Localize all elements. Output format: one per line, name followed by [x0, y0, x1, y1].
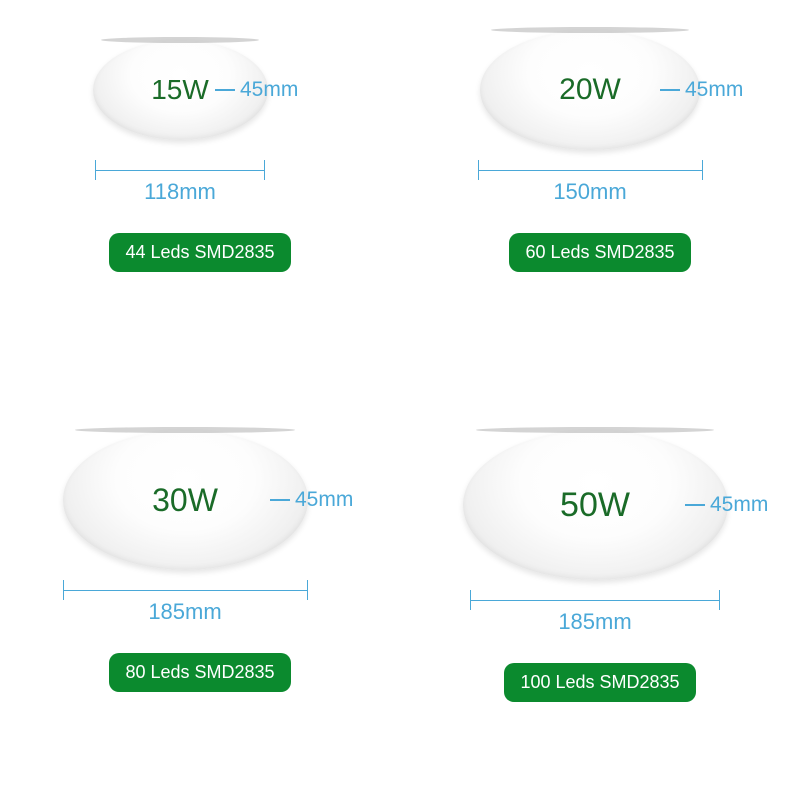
height-dimension: 45mm [695, 450, 768, 560]
width-dimension: 185mm [63, 590, 308, 625]
led-label: 80 Leds SMD2835 [125, 662, 274, 682]
dim-line-horizontal [95, 170, 265, 171]
product-cell-15w: 15W 45mm 118mm 44 Leds SMD2835 [0, 0, 400, 400]
led-label: 100 Leds SMD2835 [520, 672, 679, 692]
width-dimension: 118mm [95, 170, 265, 205]
wattage-label: 15W [151, 74, 209, 106]
dim-line-horizontal [478, 170, 703, 171]
led-badge: 60 Leds SMD2835 [509, 233, 690, 272]
height-label: 45mm [295, 488, 353, 512]
product-cell-20w: 20W 45mm 150mm 60 Leds SMD2835 [400, 0, 800, 400]
product-grid: 15W 45mm 118mm 44 Leds SMD2835 20W [0, 0, 800, 800]
width-dimension: 185mm [470, 600, 720, 635]
led-badge: 80 Leds SMD2835 [109, 653, 290, 692]
led-label: 44 Leds SMD2835 [125, 242, 274, 262]
dim-line-horizontal [63, 590, 308, 591]
width-label: 185mm [148, 599, 221, 625]
wattage-label: 30W [152, 482, 218, 519]
led-badge: 44 Leds SMD2835 [109, 233, 290, 272]
led-badge: 100 Leds SMD2835 [504, 663, 695, 702]
product-row: 30W 45mm [0, 420, 400, 580]
product-row: 50W 45mm [400, 420, 800, 590]
wattage-label: 50W [560, 486, 630, 525]
width-label: 185mm [558, 609, 631, 635]
height-label: 45mm [685, 78, 743, 102]
width-dimension: 150mm [478, 170, 703, 205]
product-cell-50w: 50W 45mm 185mm 100 Leds SMD2835 [400, 400, 800, 800]
product-row: 15W 45mm [0, 20, 400, 160]
dim-line-horizontal [470, 600, 720, 601]
width-label: 118mm [144, 179, 216, 205]
product-cell-30w: 30W 45mm 185mm 80 Leds SMD2835 [0, 400, 400, 800]
height-label: 45mm [710, 493, 768, 517]
width-label: 150mm [553, 179, 626, 205]
led-label: 60 Leds SMD2835 [525, 242, 674, 262]
height-dimension: 45mm [670, 35, 743, 145]
height-label: 45mm [240, 78, 298, 102]
product-row: 20W 45mm [400, 20, 800, 160]
height-dimension: 45mm [225, 35, 298, 145]
height-dimension: 45mm [280, 445, 353, 555]
wattage-label: 20W [559, 73, 621, 107]
